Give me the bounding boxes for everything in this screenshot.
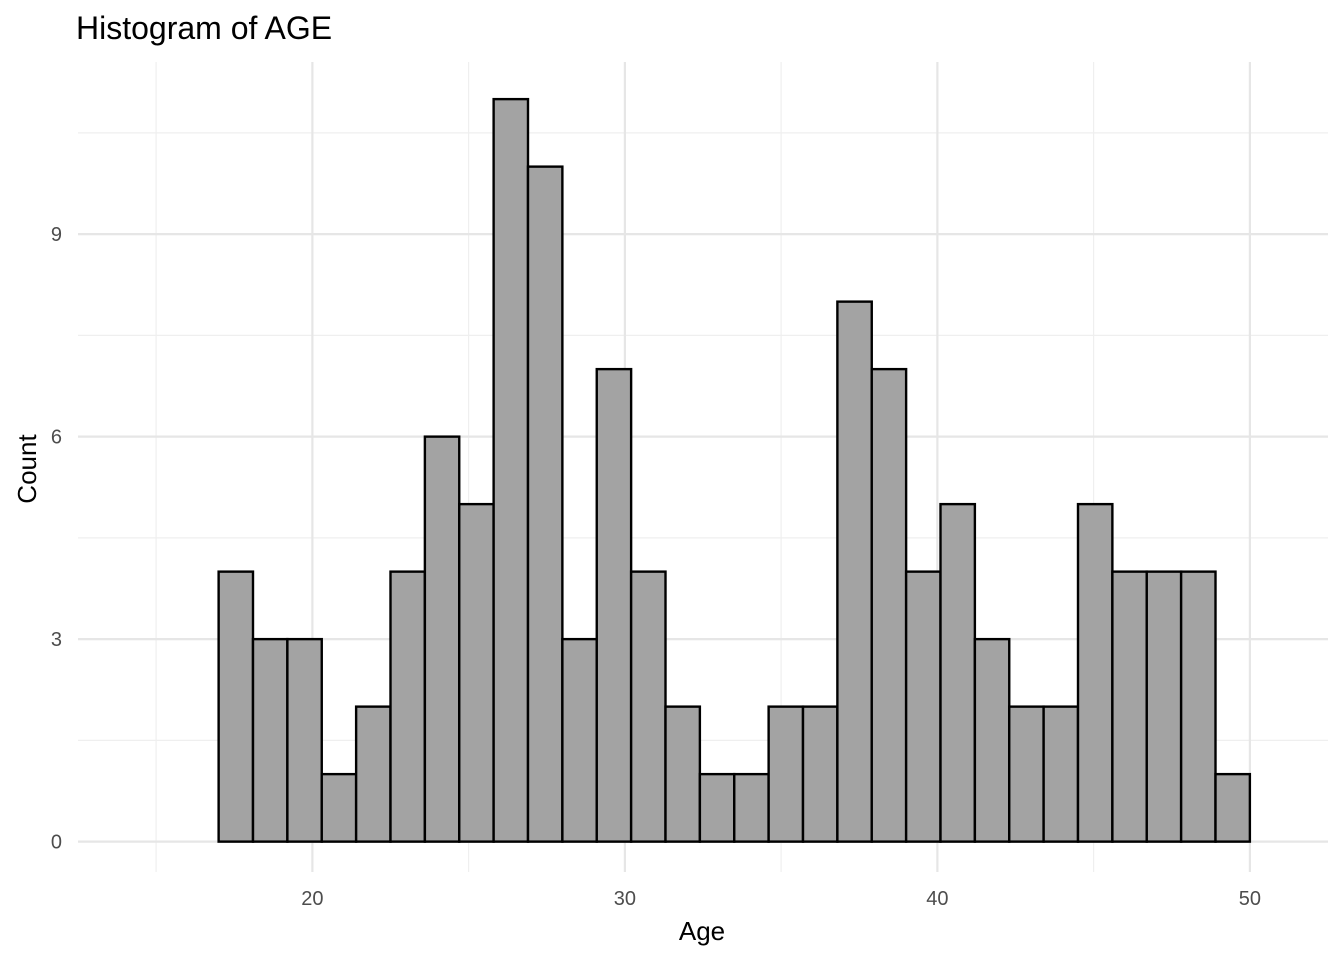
histogram-bar	[251, 637, 289, 843]
histogram-bar	[286, 637, 323, 843]
x-tick-label: 30	[614, 888, 636, 910]
histogram-bars	[217, 97, 1252, 843]
histogram-bar	[320, 772, 358, 843]
y-tick-label: 3	[51, 629, 62, 651]
chart-title: Histogram of AGE	[76, 10, 332, 46]
histogram-bar	[973, 637, 1011, 843]
histogram-bar	[217, 570, 255, 843]
histogram-bar	[389, 570, 427, 843]
histogram-bar	[1145, 570, 1183, 843]
histogram-bar	[767, 705, 805, 843]
histogram-bar	[698, 772, 736, 843]
histogram-bar	[1214, 772, 1252, 843]
y-tick-label: 0	[51, 832, 62, 854]
histogram-bar	[939, 502, 977, 843]
histogram-bar	[526, 165, 564, 843]
x-tick-label: 40	[926, 888, 948, 910]
histogram-bar	[492, 97, 530, 843]
histogram-bar	[904, 570, 942, 843]
y-axis-title: Count	[12, 434, 42, 504]
histogram-bar	[664, 705, 702, 843]
histogram-bar	[870, 367, 908, 843]
x-tick-label: 50	[1239, 888, 1261, 910]
x-tick-label: 20	[301, 888, 323, 910]
x-axis-tick-labels: 20 30 40 50	[301, 888, 1261, 910]
y-axis-tick-labels: 0 3 6 9	[51, 224, 62, 854]
histogram-bar	[629, 570, 667, 843]
y-tick-label: 6	[51, 427, 62, 449]
histogram-bar	[423, 435, 461, 843]
x-axis-title: Age	[679, 916, 725, 946]
histogram-bar	[733, 772, 770, 843]
histogram-bar	[836, 300, 873, 843]
histogram-bar	[595, 367, 633, 843]
histogram-bar	[561, 637, 598, 843]
y-tick-label: 9	[51, 224, 62, 246]
histogram-bar	[1008, 705, 1045, 843]
histogram-bar	[1042, 705, 1080, 843]
histogram-bar	[1111, 570, 1148, 843]
histogram-bar	[458, 502, 495, 843]
histogram-bar	[1179, 570, 1217, 843]
histogram-bar	[801, 705, 839, 843]
histogram-bar	[1076, 502, 1114, 843]
histogram-bar	[354, 705, 392, 843]
